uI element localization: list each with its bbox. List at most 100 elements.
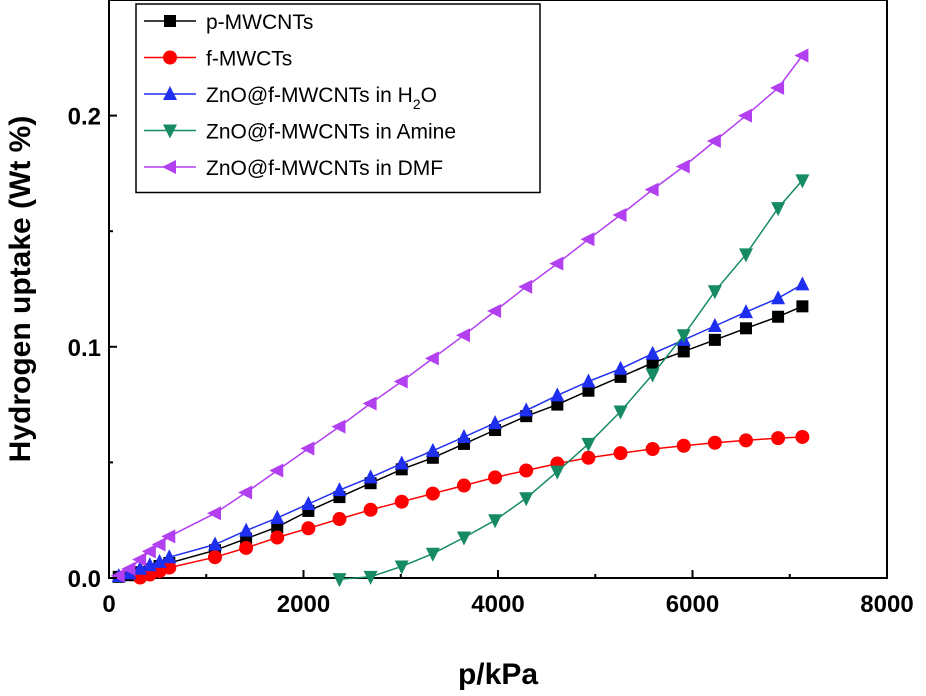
data-point — [424, 351, 439, 366]
legend-label: ZnO@f-MWCNTs in Amine — [206, 121, 456, 144]
legend-item: ZnO@f-MWCNTs in DMF — [144, 157, 443, 180]
data-point — [425, 486, 440, 501]
data-point — [518, 279, 533, 294]
data-point — [301, 496, 316, 511]
data-point — [676, 329, 691, 344]
data-point — [208, 550, 223, 565]
data-point — [645, 441, 660, 456]
x-tick-label: 2000 — [277, 591, 330, 618]
data-point — [331, 419, 346, 434]
data-point — [270, 530, 285, 545]
data-point — [152, 553, 167, 568]
data-point — [707, 285, 722, 300]
data-point — [162, 560, 177, 575]
y-tick-label: 0.0 — [68, 566, 101, 593]
legend-label: ZnO@f-MWCNTs in DMF — [206, 157, 443, 180]
data-point — [456, 531, 471, 546]
legend-item: ZnO@f-MWCNTs in Amine — [144, 121, 456, 144]
data-point — [269, 463, 284, 478]
data-point — [771, 290, 786, 305]
data-point — [794, 48, 809, 63]
data-point — [550, 465, 565, 480]
data-point — [676, 438, 691, 453]
series-layer — [110, 48, 810, 588]
data-point — [519, 402, 534, 417]
data-point — [580, 232, 595, 247]
data-point — [394, 560, 409, 575]
data-point — [675, 159, 690, 174]
data-point — [738, 433, 753, 448]
data-point — [612, 208, 627, 223]
data-point — [425, 547, 440, 562]
data-point — [581, 437, 596, 452]
data-point — [581, 373, 596, 388]
data-point — [488, 470, 503, 485]
series-5 — [110, 48, 809, 583]
data-point — [771, 431, 786, 446]
legend-label: ZnO@f-MWCNTs in H2O — [206, 84, 437, 112]
y-axis-title: Hydrogen uptake (Wt %) — [4, 116, 37, 463]
data-point — [132, 552, 147, 567]
data-point — [488, 415, 503, 430]
series-2 — [133, 429, 810, 585]
data-point — [519, 463, 534, 478]
data-point — [301, 521, 316, 536]
data-point — [455, 328, 470, 343]
data-point — [488, 514, 503, 529]
y-tick-label: 0.2 — [68, 104, 101, 131]
data-point — [394, 494, 409, 509]
legend-marker — [163, 50, 177, 65]
data-point — [613, 360, 628, 375]
data-point — [207, 506, 222, 521]
legend-marker — [164, 15, 176, 27]
data-point — [645, 368, 660, 383]
x-axis-title: p/kPa — [458, 658, 538, 691]
data-point — [795, 276, 810, 291]
data-point — [162, 549, 177, 564]
legend-box — [135, 3, 541, 194]
data-point — [362, 396, 377, 411]
series-line — [139, 436, 803, 579]
series-line — [339, 179, 803, 580]
data-point — [796, 300, 809, 313]
data-point — [706, 134, 721, 149]
data-point — [239, 540, 254, 555]
data-point — [581, 450, 596, 465]
data-point — [332, 482, 347, 497]
legend-label: f-MWCTs — [206, 48, 292, 71]
legend-item: p-MWCNTs — [144, 11, 313, 34]
data-point — [771, 202, 786, 217]
data-point — [739, 322, 752, 335]
legend-marker — [162, 160, 176, 174]
legend-marker — [163, 86, 177, 100]
data-point — [487, 303, 502, 318]
data-point — [738, 248, 753, 263]
data-point — [738, 304, 753, 319]
series-4 — [332, 174, 810, 588]
data-point — [363, 570, 378, 585]
data-point — [707, 317, 722, 332]
data-point — [677, 345, 690, 358]
data-point — [551, 398, 564, 411]
data-point — [646, 356, 659, 369]
legend-label: p-MWCNTs — [206, 11, 313, 34]
data-point — [363, 502, 378, 517]
x-tick-label: 6000 — [666, 591, 719, 618]
data-point — [425, 442, 440, 457]
data-point — [141, 544, 156, 559]
legend: p-MWCNTs f-MWCTs ZnO@f-MWCNTs in H2O ZnO@f-… — [135, 3, 541, 194]
data-point — [644, 182, 659, 197]
data-point — [110, 568, 125, 583]
data-point — [271, 521, 284, 534]
data-point — [393, 374, 408, 389]
data-point — [121, 561, 136, 576]
data-point — [456, 478, 471, 493]
data-point — [300, 441, 315, 456]
data-point — [208, 536, 223, 551]
data-point — [795, 174, 810, 189]
data-point — [161, 529, 176, 544]
y-tick-label: 0.1 — [68, 335, 101, 362]
data-point — [519, 492, 534, 507]
data-point — [239, 522, 254, 537]
